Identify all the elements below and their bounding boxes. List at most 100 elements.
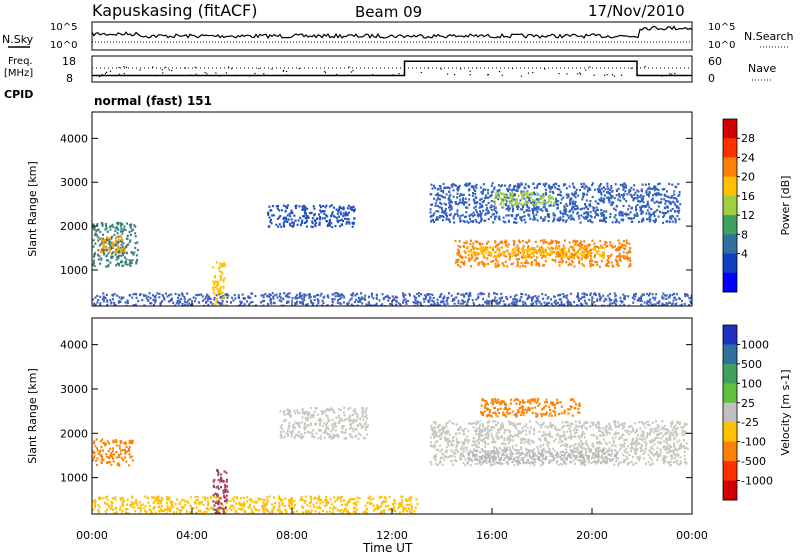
colorbar-tick-label: 4: [741, 248, 748, 261]
colorbar-tick-label: -25: [741, 416, 759, 429]
nave-tick-high: 60: [708, 55, 722, 68]
nave-point: [636, 74, 639, 76]
nave-point: [392, 74, 394, 76]
echo-region: [92, 438, 134, 467]
colorbar-label: Power [dB]: [779, 176, 792, 236]
y-tick-label: 3000: [60, 176, 88, 189]
freq-label-line1: Freq.: [8, 56, 33, 67]
nave-point: [604, 74, 606, 76]
nave-point: [347, 74, 349, 76]
colorbar-segment: [723, 402, 737, 423]
y-tick-label: 2000: [60, 427, 88, 440]
colorbar-segment: [723, 344, 737, 365]
cpid-value: normal (fast) 151: [94, 94, 212, 108]
echo-region: [212, 468, 229, 514]
nave-point: [109, 70, 112, 72]
nave-point: [589, 66, 591, 68]
nave-point: [469, 74, 471, 76]
echo-region: [429, 420, 689, 467]
colorbar-segment: [723, 157, 737, 178]
colorbar-tick-label: 12: [741, 209, 755, 222]
nsky-tick-low: 10^0: [50, 40, 77, 51]
x-tick-label: 16:00: [476, 529, 508, 542]
colorbar-segment: [723, 480, 737, 501]
nave-point: [440, 68, 442, 70]
echo-region: [100, 234, 126, 254]
nave-point: [106, 71, 108, 73]
velocity-panel: 1000 2000 3000 4000 Slant Range [km] 1000 500 1…: [26, 317, 792, 515]
nave-point: [285, 70, 288, 72]
colorbar-segment: [723, 253, 737, 274]
nave-point: [162, 72, 164, 74]
nave-point: [606, 74, 608, 76]
nave-point: [576, 73, 579, 75]
nave-point: [263, 73, 265, 75]
echo-region: [467, 448, 619, 465]
nave-point: [123, 66, 125, 68]
nsearch-label: N.Search: [744, 30, 794, 43]
nave-point: [161, 69, 163, 71]
freq-label-line2: [MHz]: [4, 68, 33, 79]
nave-point: [235, 75, 237, 77]
echo-region: [279, 406, 369, 440]
colorbar-segment: [723, 383, 737, 404]
nsky-trace: [91, 25, 693, 40]
colorbar-segment: [723, 441, 737, 462]
power-panel: 1000 2000 3000 4000 Slant Range [km] 28 24 20 16…: [26, 111, 792, 307]
colorbar-frame: [722, 324, 738, 501]
colorbar-segment: [723, 215, 737, 235]
colorbar-segment: [723, 461, 737, 481]
counts-panel-frame: [91, 21, 693, 51]
nave-point: [184, 67, 186, 69]
colorbar-tick-label: 100: [741, 377, 762, 390]
nave-point: [348, 66, 350, 68]
nave-point: [579, 72, 581, 74]
colorbar-segment: [723, 272, 737, 293]
colorbar-tick-label: 500: [741, 358, 762, 371]
nave-point: [420, 71, 422, 74]
colorbar-tick-label: 25: [741, 397, 755, 410]
freq-panel-frame: [91, 55, 693, 83]
nave-point: [566, 73, 568, 75]
colorbar-segment: [723, 325, 737, 345]
nave-point: [612, 74, 614, 76]
nave-point: [104, 72, 107, 75]
nave-point: [398, 73, 400, 75]
nave-point: [350, 71, 352, 73]
colorbar-label: Velocity [m s-1]: [779, 369, 792, 455]
nave-point: [282, 70, 284, 72]
colorbar-tick-label: -100: [741, 436, 766, 449]
nave-point: [469, 70, 471, 72]
echo-region: [493, 191, 556, 207]
nave-point: [476, 67, 478, 69]
nave-point: [501, 74, 503, 76]
nave-point: [165, 66, 167, 68]
nave-point: [532, 72, 534, 74]
x-tick-label: 00:00: [676, 529, 708, 542]
nave-point: [206, 73, 208, 75]
x-tick-label: 08:00: [276, 529, 308, 542]
cpid-label: CPID: [4, 88, 33, 101]
echo-region: [267, 204, 356, 229]
nave-point: [125, 66, 128, 68]
nave-point: [139, 69, 141, 71]
nave-point: [372, 74, 374, 76]
station-title: Kapuskasing (fitACF): [92, 1, 257, 20]
nave-point: [189, 74, 191, 76]
nave-point: [427, 67, 429, 69]
y-tick-label: 3000: [60, 383, 88, 396]
nave-point: [118, 73, 120, 75]
nave-point: [271, 68, 273, 70]
nave-point: [324, 70, 326, 73]
nave-point: [487, 74, 489, 76]
y-tick-label: 2000: [60, 220, 88, 233]
nave-point: [101, 74, 103, 76]
y-axis-label: Slant Range [km]: [26, 368, 39, 464]
nave-point: [498, 71, 501, 73]
echo-region: [92, 292, 692, 306]
nave-label: Nave: [748, 62, 776, 75]
nave-point: [620, 74, 623, 76]
nave-point: [644, 66, 646, 68]
y-tick-label: 4000: [60, 339, 88, 352]
nave-point: [669, 73, 671, 75]
